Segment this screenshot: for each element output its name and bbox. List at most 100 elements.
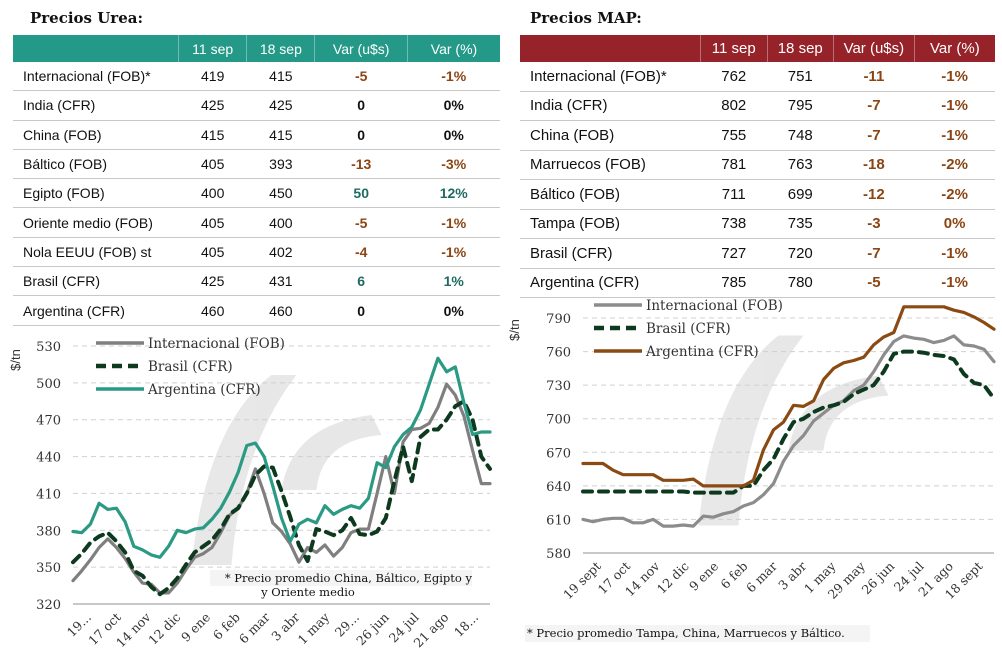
price-date-1: 802 [700,91,767,121]
series-line-brasil-cfr [71,399,492,597]
var-pct: 0% [407,295,500,326]
row-name: Argentina (CFR) [13,295,179,326]
urea-price-table: 11 sep 18 sep Var (u$s) Var (%) Internac… [13,35,500,326]
table-row: Brasil (CFR) 727 720 -7 -1% [520,238,995,269]
price-date-1: 425 [178,90,247,121]
header-var-usd: Var (u$s) [833,35,915,62]
series-line-argentina-cfr [71,356,492,559]
table-row: Argentina (CFR) 785 780 -5 -1% [520,268,995,298]
price-date-1: 727 [700,238,767,269]
var-pct: 12% [407,178,500,209]
series-line-internacional-fob [71,382,492,595]
price-date-2: 425 [246,90,315,121]
row-name: Internacional (FOB)* [13,62,179,92]
var-usd: 50 [314,178,408,209]
x-tick-label: 9 ene [178,610,213,645]
price-date-1: 405 [178,149,247,180]
y-tick-label: 700 [546,413,571,428]
var-usd: -5 [314,207,408,238]
row-name: Internacional (FOB)* [520,62,701,92]
price-date-1: 755 [700,120,767,151]
x-tick-label: 26 jun [859,559,898,598]
price-date-2: 735 [767,209,834,239]
price-date-2: 415 [246,120,315,150]
row-name: Oriente medio (FOB) [13,207,179,238]
footnote: * Precio promedio China, Báltico, Egipto… [210,570,472,599]
y-tick-label: 730 [546,379,571,394]
var-pct: -1% [914,120,995,151]
x-tick-label: 6 mar [743,559,780,596]
row-name: Báltico (FOB) [520,179,701,210]
header-name [520,35,701,62]
price-date-2: 393 [246,149,315,180]
table-row: China (FOB) 415 415 0 0% [13,120,500,150]
series-line-brasil-cfr [581,349,996,495]
var-usd: -5 [833,268,915,298]
legend-item: Internacional (FOB) [594,298,783,314]
var-usd: 6 [314,266,408,297]
price-date-2: 400 [246,207,315,238]
footnote-text: * Precio promedio China, Báltico, Egipto… [225,571,473,585]
y-tick-label: 530 [36,340,61,355]
table-row: Marruecos (FOB) 781 763 -18 -2% [520,150,995,180]
header-name [13,35,180,62]
var-pct: -1% [914,91,995,121]
price-date-2: 748 [767,120,834,151]
x-tick-label: 9 ene [686,559,721,594]
var-pct: -2% [914,150,995,180]
var-pct: 0% [407,90,500,121]
price-date-1: 738 [700,209,767,239]
var-usd: -7 [833,91,915,121]
footnote: * Precio promedio Tampa, China, Marrueco… [525,625,870,642]
price-date-2: 460 [246,295,315,326]
y-tick-label: 350 [36,561,61,576]
y-axis-label: $/tn [507,319,522,341]
row-name: Brasil (CFR) [13,266,179,297]
x-tick-label: 12 dic [145,610,183,648]
price-date-2: 450 [246,178,315,209]
var-usd: -11 [833,62,915,92]
table-row: Tampa (FOB) 738 735 -3 0% [520,209,995,239]
row-name: Brasil (CFR) [520,238,701,269]
row-name: Argentina (CFR) [520,268,701,298]
x-tick-label: 18... [451,610,481,640]
var-pct: -1% [914,62,995,92]
legend-item: Argentina (CFR) [594,344,759,360]
price-date-1: 419 [178,62,247,92]
y-tick-label: 640 [546,480,571,495]
price-date-1: 415 [178,120,247,150]
row-name: Báltico (FOB) [13,149,179,180]
table-row: China (FOB) 755 748 -7 -1% [520,120,995,151]
table-row: India (CFR) 425 425 0 0% [13,90,500,121]
x-tick-label: 6 mar [236,610,273,647]
price-date-2: 780 [767,268,834,298]
var-usd: -5 [314,62,408,92]
price-date-1: 460 [178,295,247,326]
legend-label: Internacional (FOB) [148,336,285,352]
row-name: China (FOB) [13,120,179,150]
header-date-1: 11 sep [700,35,768,62]
y-tick-label: 470 [36,414,61,429]
legend-label: Brasil (CFR) [646,321,731,337]
logo-watermark-icon [191,375,382,565]
price-date-1: 425 [178,266,247,297]
price-date-2: 795 [767,91,834,121]
legend-item: Internacional (FOB) [96,336,285,352]
legend-label: Argentina (CFR) [645,344,759,360]
logo-watermark-icon [698,335,889,526]
var-usd: -18 [833,150,915,180]
y-tick-label: 790 [546,312,571,327]
price-date-1: 711 [700,179,767,210]
header-var-usd: Var (u$s) [314,35,408,62]
map-price-table: 11 sep 18 sep Var (u$s) Var (%) Internac… [520,35,995,298]
var-pct: -3% [407,149,500,180]
y-axis-label: $/tn [8,349,23,371]
row-name: China (FOB) [520,120,701,151]
table-row: Oriente medio (FOB) 405 400 -5 -1% [13,207,500,238]
var-usd: 0 [314,90,408,121]
price-date-1: 785 [700,268,767,298]
y-tick-label: 580 [546,547,571,562]
var-pct: -1% [407,62,500,92]
var-pct: -1% [407,237,500,268]
